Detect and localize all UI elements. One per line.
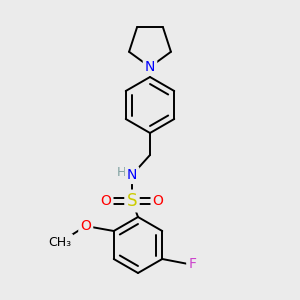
Text: CH₃: CH₃ bbox=[48, 236, 71, 248]
Text: N: N bbox=[145, 60, 155, 74]
Text: O: O bbox=[153, 194, 164, 208]
Text: H: H bbox=[116, 167, 126, 179]
Text: O: O bbox=[100, 194, 111, 208]
Text: S: S bbox=[127, 192, 137, 210]
Text: O: O bbox=[80, 219, 91, 233]
Text: F: F bbox=[188, 257, 196, 271]
Text: N: N bbox=[127, 168, 137, 182]
